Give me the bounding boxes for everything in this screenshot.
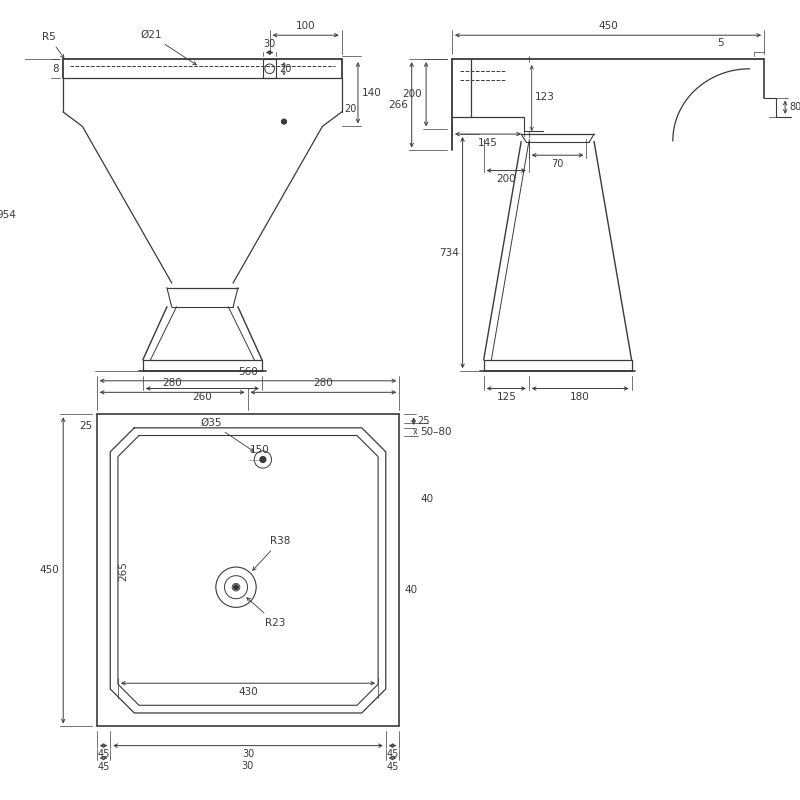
- Text: 560: 560: [238, 367, 258, 377]
- Text: 45: 45: [98, 762, 110, 772]
- Text: 45: 45: [386, 750, 398, 759]
- Text: 200: 200: [497, 174, 516, 184]
- Text: 25: 25: [418, 416, 430, 426]
- Text: 70: 70: [551, 159, 564, 169]
- Text: 430: 430: [238, 687, 258, 697]
- Text: 80: 80: [789, 102, 800, 112]
- Text: 45: 45: [386, 762, 398, 772]
- Text: 40: 40: [420, 494, 434, 504]
- Text: 266: 266: [388, 100, 408, 110]
- Text: 280: 280: [314, 378, 334, 389]
- Text: 123: 123: [534, 92, 554, 102]
- Text: Ø21: Ø21: [140, 30, 197, 65]
- Text: 30: 30: [242, 750, 254, 759]
- Text: 8: 8: [52, 64, 58, 74]
- Text: 25: 25: [78, 421, 92, 431]
- Text: R23: R23: [247, 598, 285, 628]
- Text: 30: 30: [242, 761, 254, 771]
- Text: 280: 280: [162, 378, 182, 389]
- Text: 30: 30: [263, 38, 276, 49]
- Text: 200: 200: [402, 90, 422, 99]
- Text: 450: 450: [598, 22, 618, 31]
- Text: 20: 20: [279, 64, 291, 74]
- Text: R5: R5: [42, 32, 64, 58]
- Text: 20: 20: [345, 104, 357, 114]
- Text: 50–80: 50–80: [420, 426, 452, 437]
- Text: 5: 5: [718, 38, 724, 48]
- Text: R38: R38: [253, 536, 290, 570]
- Text: 45: 45: [98, 750, 110, 759]
- Text: 260: 260: [193, 392, 212, 402]
- Text: 734: 734: [439, 248, 458, 258]
- Text: 150: 150: [250, 445, 270, 454]
- Text: 140: 140: [362, 88, 382, 98]
- Text: Ø35: Ø35: [201, 418, 254, 451]
- Text: 145: 145: [478, 138, 498, 148]
- Circle shape: [282, 119, 286, 124]
- Text: 954: 954: [0, 210, 16, 220]
- Circle shape: [260, 457, 266, 462]
- Text: 450: 450: [40, 566, 59, 575]
- Text: 125: 125: [496, 392, 516, 402]
- Text: 100: 100: [296, 22, 315, 31]
- Text: 180: 180: [570, 392, 590, 402]
- Text: 265: 265: [118, 561, 129, 581]
- Text: 40: 40: [404, 585, 417, 595]
- Circle shape: [234, 585, 238, 590]
